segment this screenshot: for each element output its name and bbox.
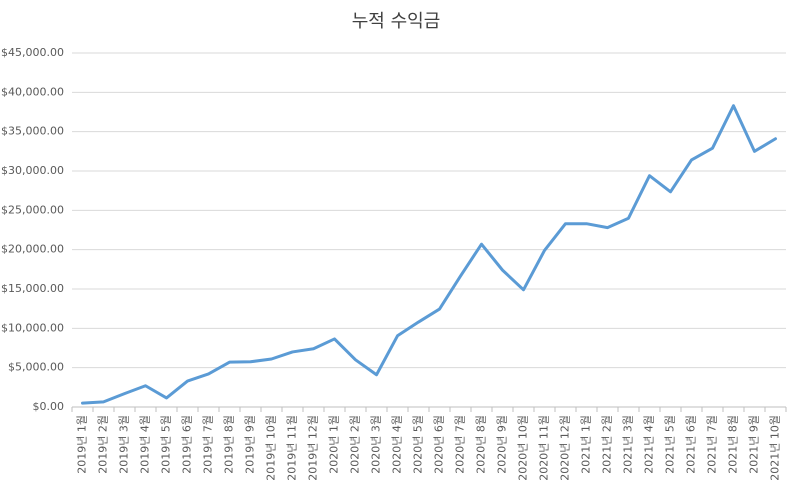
x-tick-label: 2021년 2월 bbox=[601, 415, 614, 474]
x-tick-label: 2020년 5월 bbox=[412, 415, 425, 474]
x-tick-label: 2020년 12월 bbox=[559, 415, 572, 481]
x-tick-label: 2020년 2월 bbox=[349, 415, 362, 474]
x-tick-label: 2021년 9월 bbox=[748, 415, 761, 474]
x-tick-label: 2019년 3월 bbox=[118, 415, 131, 474]
x-tick-label: 2019년 9월 bbox=[244, 415, 257, 474]
y-tick-label: $20,000.00 bbox=[1, 243, 64, 256]
x-tick-label: 2021년 5월 bbox=[664, 415, 677, 474]
y-tick-label: $40,000.00 bbox=[1, 85, 64, 98]
y-tick-label: $25,000.00 bbox=[1, 203, 64, 216]
y-tick-label: $45,000.00 bbox=[1, 46, 64, 59]
y-tick-label: $10,000.00 bbox=[1, 321, 64, 334]
x-tick-label: 2020년 1월 bbox=[328, 415, 341, 474]
chart-title: 누적 수익금 bbox=[352, 11, 441, 32]
y-tick-label: $5,000.00 bbox=[8, 361, 64, 374]
x-tick-label: 2019년 10월 bbox=[265, 415, 278, 481]
x-tick-label: 2019년 7월 bbox=[202, 415, 215, 474]
x-tick-label: 2019년 8월 bbox=[223, 415, 236, 474]
x-tick-label: 2019년 4월 bbox=[139, 415, 152, 474]
y-tick-label: $15,000.00 bbox=[1, 282, 64, 295]
x-tick-label: 2020년 10월 bbox=[517, 415, 530, 481]
x-tick-label: 2020년 9월 bbox=[496, 415, 509, 474]
y-tick-label: $30,000.00 bbox=[1, 164, 64, 177]
x-tick-label: 2020년 7월 bbox=[454, 415, 467, 474]
y-tick-label: $0.00 bbox=[33, 400, 65, 413]
x-tick-label: 2019년 6월 bbox=[181, 415, 194, 474]
x-tick-label: 2019년 5월 bbox=[160, 415, 173, 474]
x-tick-label: 2020년 11월 bbox=[538, 415, 551, 481]
x-tick-label: 2021년 7월 bbox=[706, 415, 719, 474]
data-line bbox=[81, 104, 777, 405]
x-tick-label: 2019년 2월 bbox=[97, 415, 110, 474]
x-tick-label: 2020년 6월 bbox=[433, 415, 446, 474]
x-tick-label: 2021년 8월 bbox=[727, 415, 740, 474]
x-tick-label: 2020년 4월 bbox=[391, 415, 404, 474]
x-tick-label: 2021년 4월 bbox=[643, 415, 656, 474]
x-tick-label: 2019년 11월 bbox=[286, 415, 299, 481]
x-tick-label: 2020년 8월 bbox=[475, 415, 488, 474]
y-tick-label: $35,000.00 bbox=[1, 125, 64, 138]
x-tick-label: 2021년 1월 bbox=[580, 415, 593, 474]
x-tick-label: 2019년 1월 bbox=[76, 415, 89, 474]
x-tick-label: 2021년 10월 bbox=[769, 415, 782, 481]
x-tick-label: 2021년 3월 bbox=[622, 415, 635, 474]
x-tick-label: 2021년 6월 bbox=[685, 415, 698, 474]
x-tick-label: 2020년 3월 bbox=[370, 415, 383, 474]
x-tick-label: 2019년 12월 bbox=[307, 415, 320, 481]
